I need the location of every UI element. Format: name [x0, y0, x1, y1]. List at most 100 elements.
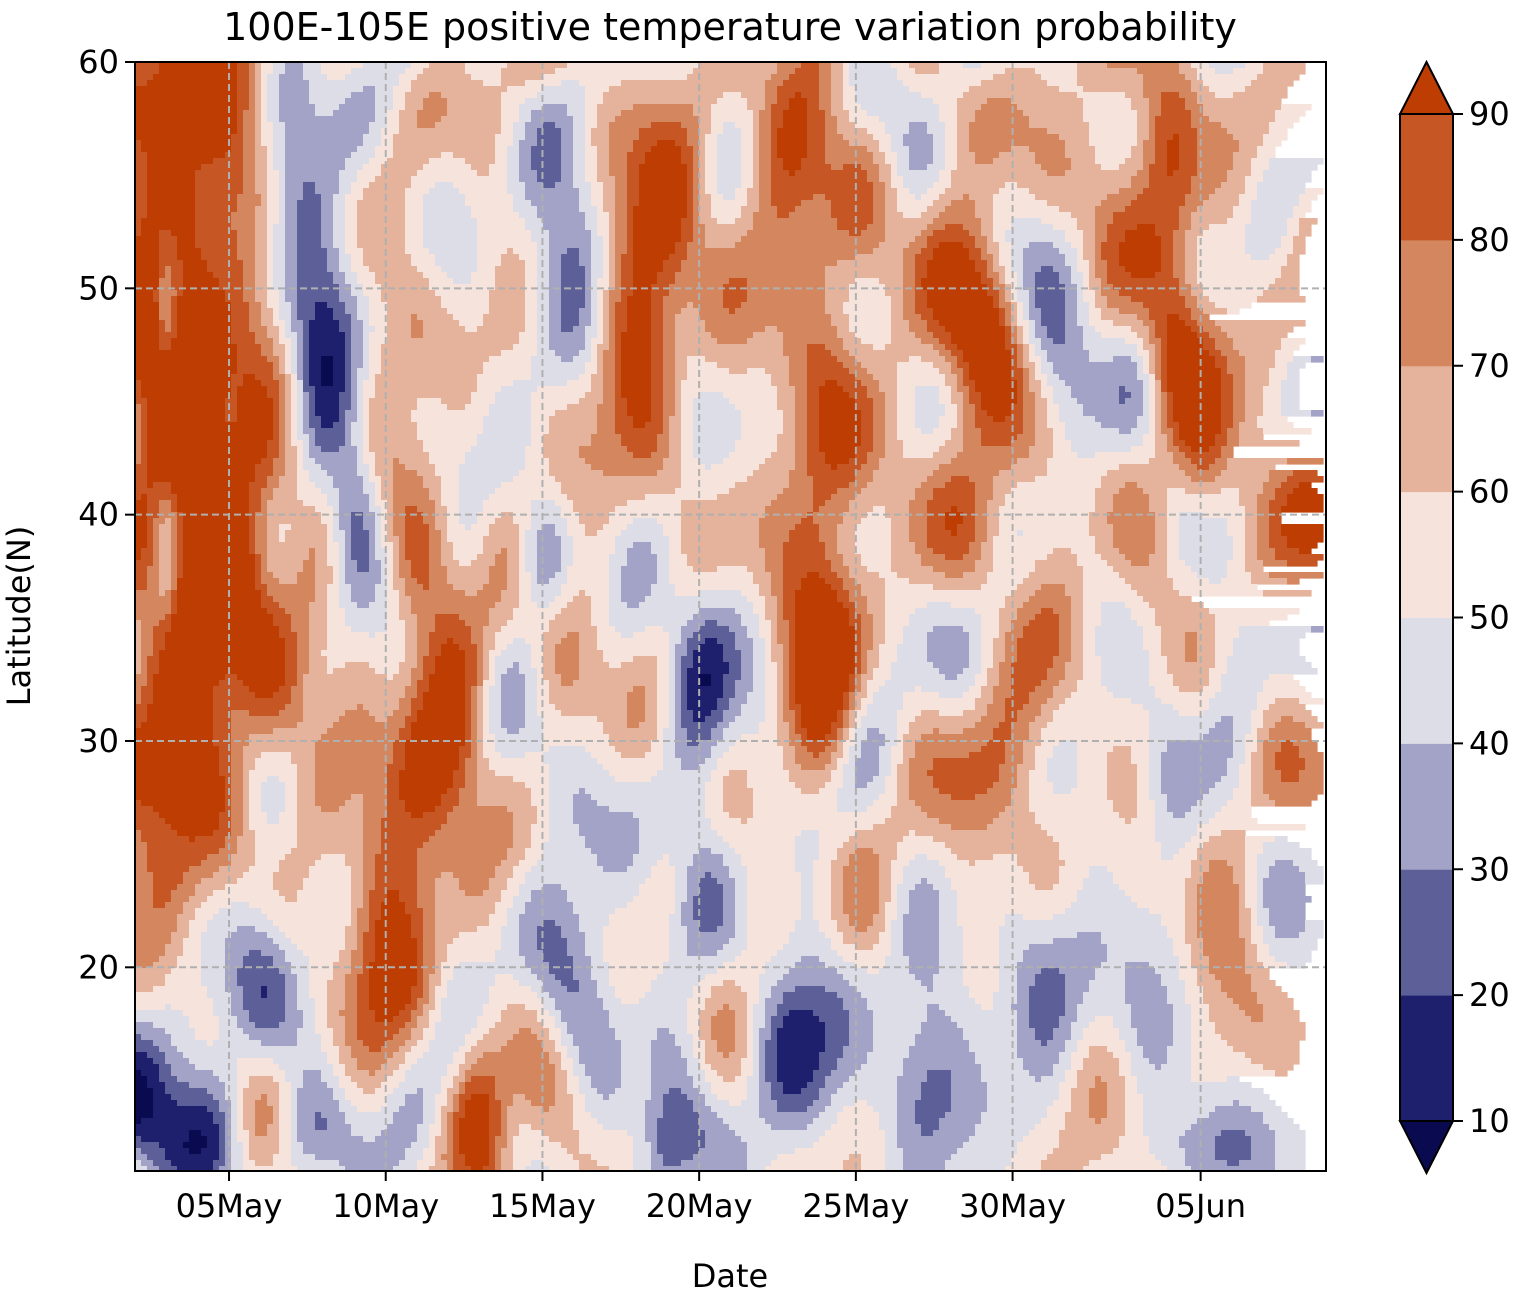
contour-band: [765, 92, 778, 99]
contour-band: [549, 620, 592, 627]
contour-band: [513, 206, 538, 213]
contour-band: [423, 164, 472, 171]
contour-band: [1227, 170, 1252, 177]
contour-band: [1167, 164, 1180, 171]
contour-band: [1287, 536, 1324, 543]
contour-band: [993, 482, 1018, 489]
contour-band: [651, 542, 670, 549]
contour-band: [495, 632, 544, 639]
contour-band: [297, 368, 304, 375]
contour-band: [1047, 416, 1060, 423]
contour-band: [381, 518, 388, 525]
contour-band: [231, 332, 256, 339]
contour-band: [537, 542, 562, 549]
contour-band: [693, 434, 742, 441]
contour-band: [249, 308, 262, 315]
contour-band: [279, 326, 286, 333]
contour-band: [609, 224, 616, 231]
contour-band: [327, 524, 334, 531]
contour-band: [627, 524, 664, 531]
contour-band: [693, 398, 730, 405]
contour-band: [933, 494, 976, 501]
contour-band: [999, 626, 1012, 633]
contour-band: [1149, 164, 1168, 171]
contour-band: [741, 164, 754, 171]
contour-band: [1125, 236, 1162, 243]
contour-band: [1107, 62, 1180, 69]
contour-band: [1179, 530, 1228, 537]
contour-band: [1161, 92, 1180, 99]
contour-band: [531, 230, 550, 237]
contour-band: [501, 386, 538, 393]
contour-band: [345, 578, 382, 585]
contour-band: [303, 338, 310, 345]
contour-band: [1215, 638, 1234, 645]
contour-band: [285, 416, 292, 423]
contour-band: [615, 350, 622, 357]
contour-band: [147, 428, 274, 435]
contour-band: [1035, 296, 1066, 303]
contour-band: [345, 566, 358, 573]
contour-band: [1011, 464, 1048, 471]
contour-band: [1179, 446, 1192, 453]
contour-band: [969, 542, 982, 549]
contour-band: [327, 590, 340, 597]
contour-band: [1185, 278, 1198, 285]
contour-band: [549, 302, 562, 309]
contour-band: [405, 620, 418, 627]
contour-band: [627, 188, 640, 195]
contour-band: [939, 110, 958, 117]
contour-band: [687, 560, 766, 567]
contour-band: [759, 584, 772, 591]
contour-band: [585, 362, 598, 369]
contour-band: [1017, 650, 1060, 657]
contour-band: [579, 518, 610, 525]
contour-band: [687, 182, 694, 189]
contour-band: [267, 566, 304, 573]
contour-band: [615, 320, 628, 327]
contour-band: [291, 524, 328, 531]
contour-band: [513, 128, 526, 135]
contour-band: [1077, 224, 1096, 231]
contour-band: [321, 368, 334, 375]
contour-band: [645, 422, 664, 429]
contour-band: [1185, 98, 1198, 105]
contour-band: [393, 518, 406, 525]
contour-band: [1083, 290, 1096, 297]
contour-band: [237, 128, 244, 135]
contour-band: [1197, 266, 1282, 273]
contour-band: [387, 110, 400, 117]
contour-band: [387, 116, 400, 123]
contour-band: [231, 134, 244, 141]
contour-band: [705, 140, 718, 147]
contour-band: [1167, 392, 1174, 399]
contour-band: [603, 200, 616, 207]
contour-band: [519, 602, 538, 609]
contour-band: [1227, 176, 1246, 183]
contour-band: [855, 626, 862, 633]
contour-band: [531, 524, 544, 531]
contour-band: [963, 392, 970, 399]
contour-band: [255, 254, 268, 261]
contour-band: [1203, 290, 1264, 297]
contour-band: [1155, 620, 1216, 627]
contour-band: [393, 470, 418, 477]
contour-band: [375, 152, 394, 159]
contour-band: [663, 524, 682, 531]
contour-band: [531, 110, 568, 117]
contour-band: [321, 242, 334, 249]
contour-band: [765, 554, 784, 561]
contour-band: [531, 398, 580, 405]
contour-band: [741, 416, 784, 423]
contour-band: [777, 92, 796, 99]
contour-band: [525, 446, 544, 453]
contour-band: [1281, 386, 1300, 393]
contour-band: [525, 128, 538, 135]
contour-band: [855, 644, 862, 651]
contour-band: [561, 134, 574, 141]
contour-band: [477, 554, 496, 561]
contour-band: [765, 80, 784, 87]
contour-band: [273, 122, 286, 129]
contour-band: [291, 320, 304, 327]
contour-band: [927, 500, 976, 507]
